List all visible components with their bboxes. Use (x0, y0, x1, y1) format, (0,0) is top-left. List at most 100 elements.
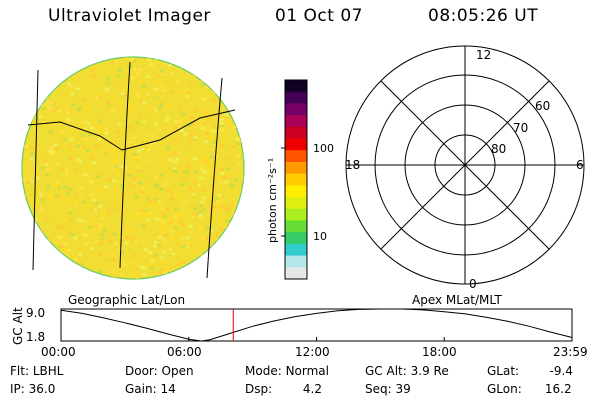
emission-pixel (230, 210, 235, 214)
emission-pixel (70, 85, 75, 89)
emission-pixel (145, 75, 150, 79)
emission-pixel (22, 118, 27, 122)
emission-pixel (46, 261, 51, 264)
emission-pixel (39, 278, 44, 279)
meridian-line (119, 61, 131, 269)
emission-pixel (119, 165, 124, 169)
emission-pixel (166, 146, 170, 150)
emission-pixel (218, 248, 223, 252)
emission-pixel (192, 265, 197, 269)
emission-pixel (101, 153, 106, 157)
emission-pixel (67, 69, 72, 73)
emission-pixel (201, 84, 206, 88)
emission-pixel (216, 117, 220, 121)
emission-pixel (26, 85, 31, 89)
emission-pixel (135, 156, 140, 160)
emission-pixel (59, 72, 64, 76)
emission-pixel (104, 152, 108, 156)
emission-pixel (95, 90, 100, 94)
emission-pixel (47, 168, 52, 172)
colorbar-tick-label-100: 100 (313, 142, 334, 155)
earth-disk (21, 56, 245, 280)
emission-pixel (181, 91, 186, 95)
emission-pixel (147, 57, 152, 61)
emission-pixel (161, 237, 166, 241)
emission-pixel (153, 233, 158, 237)
emission-pixel (77, 218, 82, 222)
emission-pixel (56, 68, 61, 72)
emission-pixel (91, 275, 96, 279)
emission-pixel (123, 154, 128, 158)
emission-pixel (224, 62, 229, 66)
emission-pixel (178, 107, 183, 111)
emission-pixel (60, 130, 65, 134)
emission-pixel (162, 250, 167, 254)
emission-pixel (130, 57, 135, 61)
emission-pixel (106, 259, 110, 263)
emission-pixel (58, 244, 63, 248)
emission-pixel (237, 210, 242, 214)
emission-pixel (60, 269, 64, 273)
emission-pixel (146, 175, 150, 179)
status-door: Door: Open (125, 364, 194, 378)
colorbar-swatch (285, 243, 307, 257)
apex-polar-plot: 12 6 0 18 60 70 80 (345, 45, 585, 291)
emission-pixel (146, 212, 151, 216)
emission-pixel (49, 71, 54, 75)
emission-pixel (60, 224, 65, 228)
emission-pixel (139, 266, 144, 269)
emission-pixel (199, 176, 204, 180)
emission-pixel (43, 265, 48, 269)
emission-pixel (153, 122, 158, 126)
emission-pixel (184, 146, 189, 150)
emission-pixel (77, 187, 82, 191)
emission-pixel (240, 189, 244, 193)
emission-pixel (220, 260, 225, 264)
colorbar-swatch (285, 173, 307, 186)
emission-pixel (243, 101, 244, 105)
emission-pixel (73, 169, 78, 173)
emission-pixel (71, 103, 76, 107)
emission-pixel (155, 217, 160, 221)
emission-pixel (107, 207, 112, 211)
emission-pixel (219, 167, 224, 171)
emission-pixel (179, 232, 184, 236)
emission-pixel (89, 193, 94, 197)
emission-pixel (40, 78, 45, 82)
emission-pixel (216, 270, 221, 274)
emission-pixel (76, 108, 81, 111)
emission-pixel (120, 92, 125, 95)
emission-pixel (183, 132, 188, 136)
emission-pixel (147, 146, 152, 149)
emission-pixel (179, 212, 184, 215)
emission-pixel (234, 62, 239, 66)
emission-pixel (107, 156, 112, 160)
emission-pixel (75, 245, 80, 249)
emission-pixel (133, 153, 138, 156)
emission-pixel (56, 180, 61, 184)
observation-date: 01 Oct 07 (275, 6, 363, 26)
emission-pixel (216, 200, 221, 203)
emission-pixel (86, 121, 91, 125)
emission-pixel (124, 241, 129, 245)
emission-pixel (44, 66, 49, 70)
colorbar-swatch (285, 126, 307, 140)
emission-pixel (232, 269, 237, 272)
emission-pixel (223, 226, 228, 229)
emission-pixel (240, 131, 244, 135)
emission-pixel (138, 214, 143, 218)
status-glon: GLon: 16.2 (487, 382, 572, 396)
emission-pixel (157, 75, 162, 79)
emission-pixel (218, 181, 223, 184)
emission-pixel (128, 88, 133, 92)
emission-pixel (181, 245, 186, 249)
emission-pixel (50, 151, 55, 155)
emission-pixel (138, 171, 143, 175)
emission-pixel (33, 120, 38, 124)
emission-pixel (242, 210, 244, 213)
emission-pixel (40, 67, 45, 71)
emission-pixel (120, 272, 125, 276)
emission-pixel (38, 192, 43, 196)
emission-pixel (200, 95, 205, 98)
emission-pixel (41, 61, 46, 65)
